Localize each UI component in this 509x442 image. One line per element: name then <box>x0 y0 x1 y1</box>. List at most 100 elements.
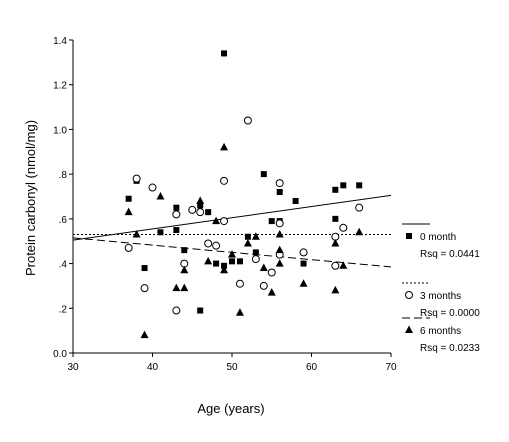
legend-series-name: 3 months <box>420 291 461 302</box>
point-3-months <box>339 223 348 232</box>
point-6-months <box>243 238 252 247</box>
point-6-months <box>267 288 276 296</box>
point-3-months <box>212 241 221 250</box>
point-0-month <box>300 260 307 267</box>
legend-series-name: 6 months <box>420 326 461 337</box>
legend-rsq: Rsq = 0.0441 <box>420 249 480 260</box>
point-6-months <box>220 265 229 274</box>
y-tick-label: 1.4 <box>53 36 67 47</box>
point-3-months <box>140 284 149 293</box>
point-3-months <box>259 281 268 290</box>
point-0-month <box>332 215 339 222</box>
point-6-months <box>180 283 189 292</box>
point-0-month <box>236 258 243 265</box>
point-3-months <box>251 255 260 264</box>
data-points <box>124 50 364 339</box>
fit-line-0-month <box>72 194 392 241</box>
axes: 30 40 50 60 70 0.0 .2 .4 .6 .8 1.0 1.2 1.4 <box>53 36 397 373</box>
point-3-months <box>235 279 244 288</box>
point-6-months <box>275 259 284 267</box>
legend-marker <box>405 291 413 299</box>
point-3-months <box>220 176 229 185</box>
point-0-month <box>141 265 148 272</box>
point-0-month <box>173 227 180 234</box>
point-0-month <box>221 50 228 57</box>
point-0-month <box>244 233 251 240</box>
point-6-months <box>331 285 340 294</box>
point-6-months <box>140 330 149 339</box>
point-3-months <box>355 203 364 212</box>
y-tick-label: 0.0 <box>53 349 67 360</box>
point-0-month <box>252 249 259 256</box>
point-6-months <box>259 263 268 272</box>
x-tick-label: 30 <box>67 362 79 373</box>
point-0-month <box>268 218 275 225</box>
point-6-months <box>331 238 340 247</box>
point-3-months <box>275 179 284 188</box>
point-3-months <box>331 261 340 270</box>
point-3-months <box>204 239 213 248</box>
y-axis-label: Protein carbonyl (nmol/mg) <box>23 120 38 276</box>
point-0-month <box>229 258 235 265</box>
point-6-months <box>275 230 284 238</box>
point-0-month <box>292 197 299 204</box>
point-3-months <box>172 306 181 315</box>
x-tick-label: 50 <box>226 362 238 373</box>
point-0-month <box>197 307 204 314</box>
legend-marker <box>405 325 413 333</box>
point-6-months <box>299 279 308 287</box>
y-tick-label: .6 <box>59 215 68 226</box>
point-6-months <box>251 232 260 240</box>
point-6-months <box>235 308 244 316</box>
x-tick-label: 70 <box>385 362 397 373</box>
point-6-months <box>132 230 141 238</box>
point-6-months <box>180 265 189 274</box>
point-0-month <box>181 247 188 254</box>
point-6-months <box>172 283 181 292</box>
point-0-month <box>332 186 339 193</box>
point-6-months <box>339 261 348 269</box>
point-3-months <box>148 183 157 192</box>
point-0-month <box>356 182 363 189</box>
point-0-month <box>125 195 132 202</box>
point-3-months <box>188 205 197 214</box>
point-3-months <box>243 116 252 125</box>
x-axis-label: Age (years) <box>197 401 264 416</box>
point-0-month <box>213 260 220 267</box>
point-6-months <box>156 192 165 200</box>
point-3-months <box>275 219 284 228</box>
point-3-months <box>172 210 181 219</box>
point-6-months <box>204 256 213 265</box>
legend-rsq: Rsq = 0.0000 <box>420 308 480 319</box>
legend-rsq: Rsq = 0.0233 <box>420 343 480 354</box>
point-6-months <box>220 142 229 151</box>
x-tick-label: 40 <box>147 362 159 373</box>
y-tick-label: 1.0 <box>53 125 67 136</box>
y-tick-label: 1.2 <box>53 81 67 92</box>
y-tick-label: .4 <box>59 260 68 271</box>
point-6-months <box>355 227 364 236</box>
y-tick-label: .8 <box>59 170 68 181</box>
point-0-month <box>276 189 283 196</box>
legend-series-name: 0 month <box>420 232 456 243</box>
point-3-months <box>196 208 205 217</box>
point-6-months <box>275 245 284 254</box>
x-tick-label: 60 <box>306 362 318 373</box>
y-tick-label: .2 <box>59 304 68 315</box>
point-0-month <box>157 229 164 236</box>
point-3-months <box>132 174 141 183</box>
point-6-months <box>212 216 221 225</box>
point-3-months <box>220 217 229 226</box>
point-0-month <box>173 204 180 211</box>
point-6-months <box>124 207 133 216</box>
point-3-months <box>124 243 133 252</box>
point-0-month <box>197 202 204 209</box>
point-0-month <box>340 182 347 189</box>
point-6-months <box>196 196 205 204</box>
point-6-months <box>228 250 236 258</box>
legend-marker <box>406 233 412 239</box>
point-0-month <box>260 171 267 178</box>
point-0-month <box>205 209 212 216</box>
point-3-months <box>299 248 308 257</box>
